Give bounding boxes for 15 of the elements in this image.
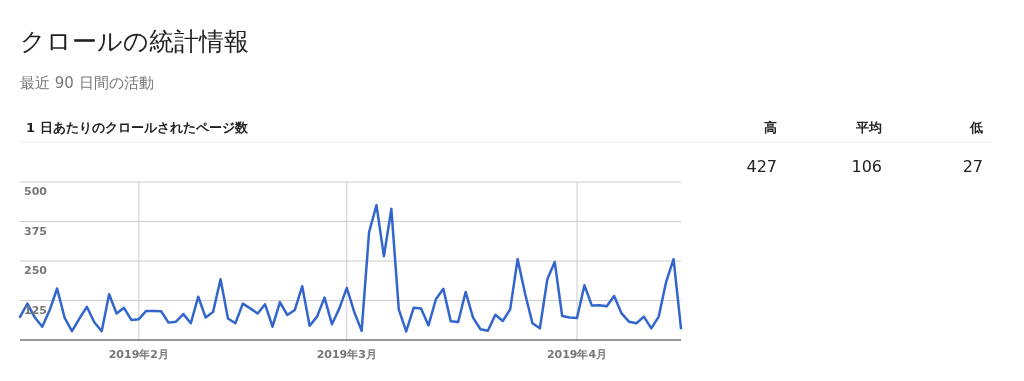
y-tick-label: 375 bbox=[24, 224, 47, 238]
text: 106 bbox=[851, 157, 882, 176]
text: 平均 bbox=[855, 120, 882, 135]
y-tick-label: 500 bbox=[24, 185, 48, 198]
x-tick-label: 2019年3月 bbox=[316, 348, 377, 361]
chart-title: クロールの統計情報 bbox=[20, 27, 249, 56]
x-tick-label: 2019年2月 bbox=[108, 348, 169, 361]
chart-subtitle: 最近 90 日間の活動 bbox=[20, 74, 154, 92]
x-tick-label: 2019年4月 bbox=[546, 348, 608, 361]
text: 1 日あたりのクロールされたページ数 bbox=[26, 120, 249, 135]
text: 27 bbox=[962, 157, 983, 176]
text: 高 bbox=[764, 120, 777, 135]
text: 低 bbox=[969, 120, 983, 135]
text: 427 bbox=[746, 157, 777, 176]
y-tick-label: 250 bbox=[24, 264, 48, 277]
